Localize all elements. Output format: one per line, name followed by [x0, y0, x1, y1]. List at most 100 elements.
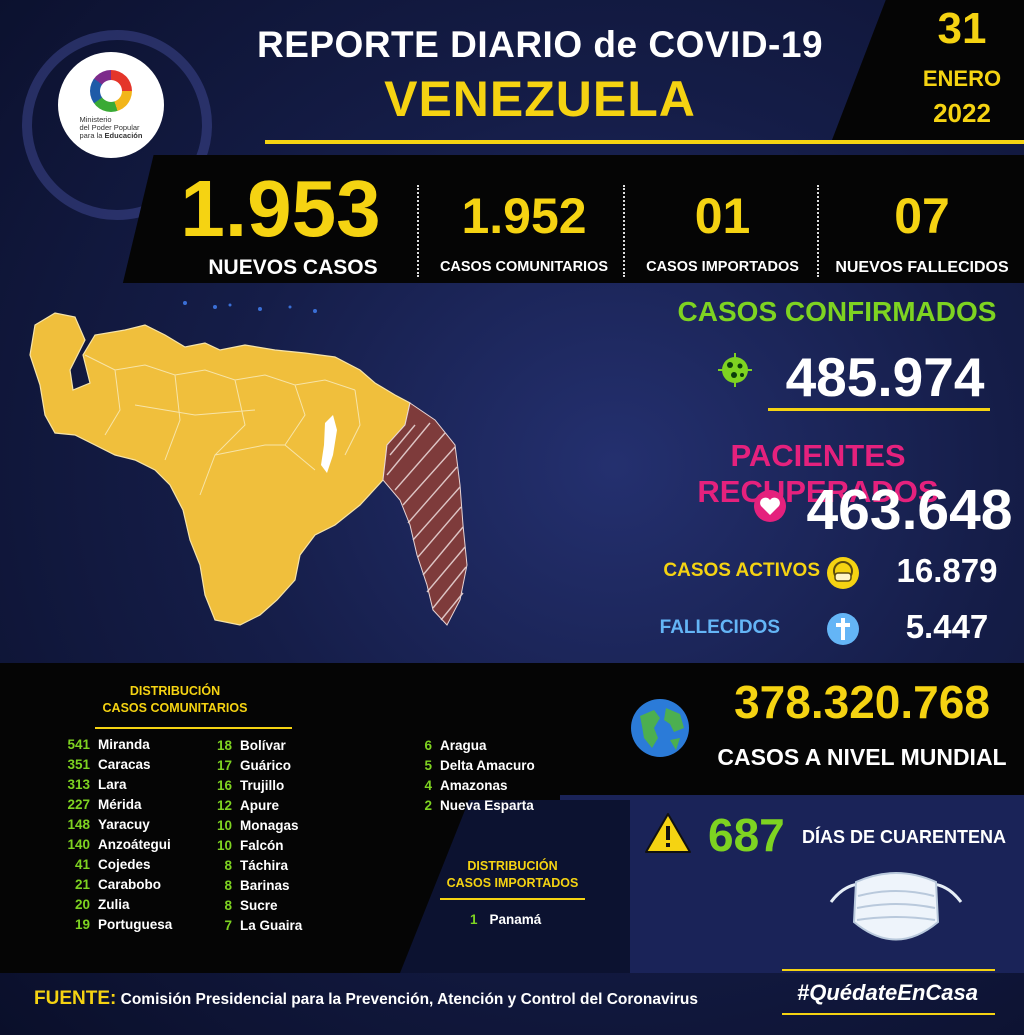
distribution-row: 8 Sucre	[212, 896, 302, 916]
distribution-state: Delta Amacuro	[440, 758, 535, 773]
distribution-state: Zulia	[98, 897, 130, 912]
map-highlight-stripes	[386, 422, 467, 621]
world-cases-label: CASOS A NIVEL MUNDIAL	[717, 744, 1007, 770]
distribution-state: Cojedes	[98, 857, 151, 872]
distribution-title-line1: DISTRIBUCIÓN	[129, 684, 221, 698]
distribution-row: 12 Apure	[212, 796, 302, 816]
distribution-state: Apure	[240, 798, 280, 813]
map-state-lines	[84, 354, 361, 496]
map-lake	[321, 415, 337, 473]
confirmed-value: 485.974	[785, 346, 985, 408]
date-day: 31	[937, 4, 987, 53]
distribution-count: 7	[224, 918, 232, 933]
distribution-count: 10	[216, 838, 232, 853]
distribution-state: Sucre	[240, 898, 278, 913]
new-cases-value: 1.953	[180, 164, 381, 253]
logo-ring	[22, 30, 212, 220]
imported-row: 1 Panamá	[470, 912, 541, 927]
distribution-state: Caracas	[98, 757, 151, 772]
quarantine-days-value: 687	[708, 809, 785, 861]
date-month: ENERO	[922, 66, 1002, 91]
country-title: VENEZUELA	[384, 71, 696, 127]
distribution-underline	[95, 727, 292, 729]
map-states	[29, 312, 411, 626]
imported-title-line2: CASOS IMPORTADOS	[446, 876, 579, 890]
distribution-count: 16	[216, 778, 232, 793]
logo-text-line1: Ministerio	[79, 115, 112, 124]
deceased-label: FALLECIDOS	[659, 617, 780, 638]
distribution-row: 17 Guárico	[212, 756, 302, 776]
distribution-state: Monagas	[240, 818, 299, 833]
distribution-count: 541	[67, 737, 90, 752]
confirmed-label: CASOS CONFIRMADOS	[677, 296, 997, 327]
imported-country: Panamá	[489, 912, 542, 927]
imported-underline	[440, 898, 585, 900]
distribution-count: 227	[67, 797, 90, 812]
mask-icon	[827, 557, 859, 589]
distribution-count: 19	[74, 917, 90, 932]
distribution-count: 41	[74, 857, 90, 872]
community-cases-value: 1.952	[461, 188, 587, 244]
distribution-row: 6 Aragua	[418, 736, 535, 756]
stats-divider	[817, 185, 819, 277]
quarantine-panel	[560, 795, 1024, 973]
deceased-value: 5.447	[905, 608, 989, 645]
distribution-row: 16 Trujillo	[212, 776, 302, 796]
quarantine-days-label: DÍAS DE CUARENTENA	[802, 827, 1007, 847]
distribution-state: Trujillo	[240, 778, 285, 793]
distribution-count: 8	[224, 898, 232, 913]
cross-icon	[827, 613, 859, 645]
distribution-count: 6	[424, 738, 432, 753]
footer-source-value: Comisión Presidencial para la Prevención…	[120, 991, 699, 1008]
distribution-state: Amazonas	[440, 778, 508, 793]
hashtag-top-line	[782, 969, 995, 971]
community-cases-label: CASOS COMUNITARIOS	[439, 259, 609, 275]
imported-cases-value: 01	[694, 188, 751, 244]
imported-title-line1: DISTRIBUCIÓN	[467, 859, 558, 873]
face-mask-icon	[829, 872, 963, 941]
imported-distribution-title: DISTRIBUCIÓN CASOS IMPORTADOS	[440, 858, 585, 892]
world-cases-value: 378.320.768	[734, 676, 990, 728]
distribution-col2: 18 Bolívar 17 Guárico 16 Trujillo 12 Apure 10 Mon…	[212, 736, 302, 936]
distribution-count: 8	[224, 878, 232, 893]
distribution-count: 140	[67, 837, 90, 852]
date-year: 2022	[933, 98, 991, 128]
stats-divider	[417, 185, 419, 277]
distribution-row: 41 Cojedes	[58, 855, 172, 875]
logo-text-line3b: Educación	[104, 131, 143, 140]
header-divider	[265, 140, 1024, 144]
distribution-row: 21 Carabobo	[58, 875, 172, 895]
distribution-row: 541 Miranda	[58, 735, 172, 755]
distribution-row: 5 Delta Amacuro	[418, 756, 535, 776]
distribution-state: Guárico	[240, 758, 292, 773]
footer-source-key: FUENTE:	[34, 988, 117, 1009]
distribution-state: Aragua	[440, 738, 487, 753]
logo-text: Ministerio del Poder Popular para la Edu…	[80, 116, 143, 140]
distribution-row: 2 Nueva Esparta	[418, 796, 535, 816]
distribution-col3: 6 Aragua 5 Delta Amacuro 4 Amazonas 2 Nueva Esp…	[418, 736, 535, 816]
heart-icon	[754, 490, 786, 522]
hashtag-bottom-line	[782, 1013, 995, 1015]
distribution-count: 18	[216, 738, 232, 753]
logo-text-line2: del Poder Popular	[79, 123, 140, 132]
new-cases-label: NUEVOS CASOS	[208, 256, 378, 279]
distribution-row: 19 Portuguesa	[58, 915, 172, 935]
distribution-row: 227 Mérida	[58, 795, 172, 815]
hashtag: #QuédateEnCasa	[797, 980, 978, 1005]
distribution-state: Yaracuy	[98, 817, 150, 832]
distribution-state: Portuguesa	[98, 917, 173, 932]
distribution-title-line2: CASOS COMUNITARIOS	[102, 701, 248, 715]
distribution-state: La Guaira	[240, 918, 303, 933]
distribution-state: Falcón	[240, 838, 284, 853]
distribution-state: Nueva Esparta	[440, 798, 534, 813]
map-islands	[183, 301, 317, 313]
active-label: CASOS ACTIVOS	[663, 560, 820, 581]
distribution-state: Bolívar	[240, 738, 286, 753]
distribution-row: 4 Amazonas	[418, 776, 535, 796]
distribution-row: 140 Anzoátegui	[58, 835, 172, 855]
recovered-label: PACIENTES RECUPERADOS	[697, 438, 939, 509]
distribution-count: 10	[216, 818, 232, 833]
stats-bar	[122, 155, 1024, 283]
distribution-count: 148	[67, 817, 90, 832]
stats-divider	[623, 185, 625, 277]
